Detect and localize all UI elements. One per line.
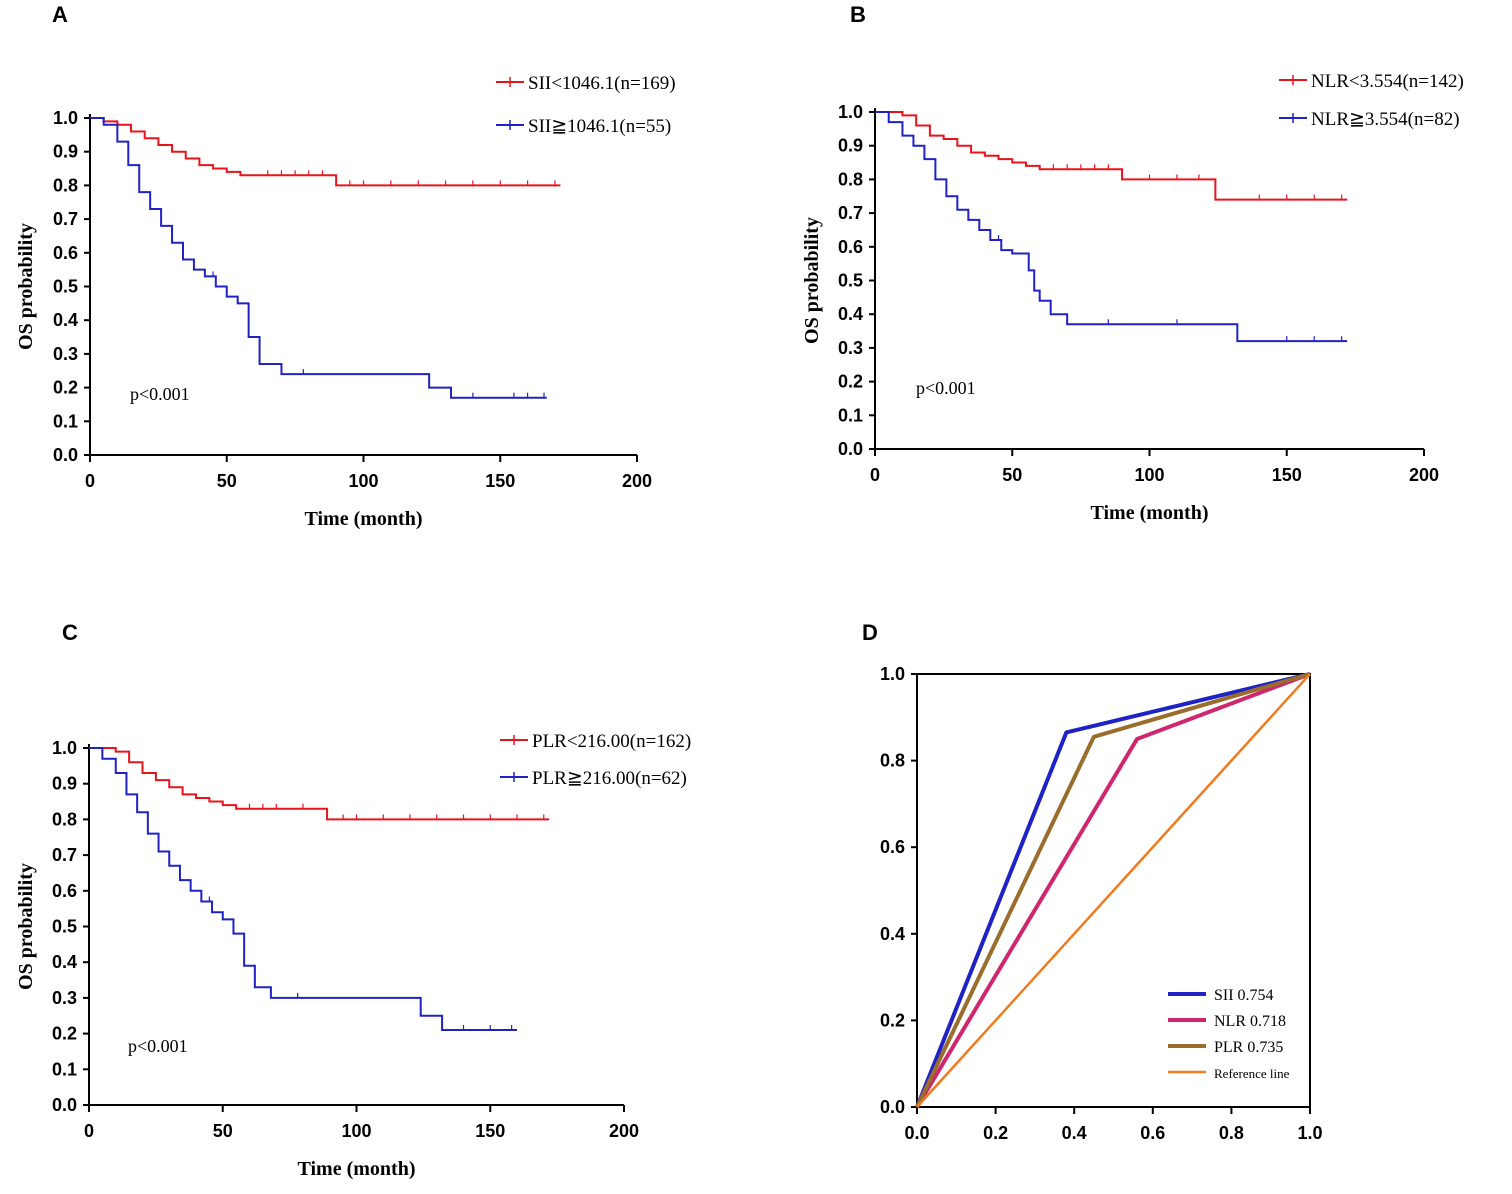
legend-label: Reference line	[1214, 1066, 1290, 1081]
km-curve-high	[90, 117, 547, 399]
y-tick-label: 0.6	[880, 837, 905, 857]
legend-label: NLR 0.718	[1214, 1013, 1286, 1030]
y-tick-label: 0.7	[838, 203, 863, 223]
y-tick-label: 1.0	[838, 102, 863, 122]
panel-d: D 0.0 0.2 0.4 0.6 0.8 1.0 0.0 0.2 0.4 0.6 0.8 1.0 SI…	[862, 620, 1323, 1143]
y-tick-label: 0.8	[52, 809, 77, 829]
y-tick-label: 0.5	[838, 271, 863, 291]
y-tick-label: 0.9	[52, 774, 77, 794]
y-tick-label: 0.3	[838, 338, 863, 358]
km-curve-low	[89, 747, 550, 821]
y-tick-label: 0.4	[52, 952, 77, 972]
x-tick-label: 0.6	[1140, 1123, 1165, 1143]
roc-curve-plr	[915, 672, 1311, 1108]
x-tick-label: 150	[475, 1121, 505, 1141]
y-tick-label: 0.4	[880, 924, 905, 944]
y-tick-label: 0.4	[53, 310, 78, 330]
legend-label: SII<1046.1(n=169)	[528, 73, 676, 94]
x-tick-label: 200	[1409, 465, 1439, 485]
x-tick-label: 100	[1134, 465, 1164, 485]
y-axis-title: OS probability	[15, 223, 37, 350]
y-tick-label: 0.1	[53, 411, 78, 431]
y-axis-title: OS probability	[15, 863, 37, 990]
y-tick-label: 0.7	[52, 845, 77, 865]
panel-d-letter: D	[862, 620, 878, 645]
roc-curve-reference	[916, 673, 1311, 1108]
y-tick-label: 1.0	[52, 738, 77, 758]
p-value-annotation: p<0.001	[128, 1036, 188, 1056]
legend-label: NLR≧3.554(n=82)	[1311, 109, 1460, 130]
y-tick-label: 0.5	[52, 917, 77, 937]
y-tick-label: 0.9	[838, 136, 863, 156]
p-value-annotation: p<0.001	[916, 378, 976, 398]
y-tick-label: 0.8	[880, 751, 905, 771]
x-tick-label: 0	[85, 471, 95, 491]
x-tick-label: 50	[213, 1121, 233, 1141]
y-tick-label: 0.0	[52, 1095, 77, 1115]
legend-label: PLR≧216.00(n=62)	[532, 768, 687, 789]
panel-a: A 0.0 0.1 0.2 0.3 0.4 0.5 0.6 0.7 0.8 0.9 1.0 0 50 10…	[15, 2, 676, 530]
y-tick-label: 0.2	[52, 1024, 77, 1044]
x-tick-label: 0.0	[904, 1123, 929, 1143]
x-tick-label: 1.0	[1297, 1123, 1322, 1143]
y-tick-label: 0.8	[53, 175, 78, 195]
x-axis-title: Time (month)	[298, 1158, 416, 1180]
roc-curve-nlr	[915, 672, 1311, 1109]
x-tick-label: 0.2	[983, 1123, 1008, 1143]
x-tick-label: 200	[622, 471, 652, 491]
y-tick-label: 0.0	[880, 1097, 905, 1117]
y-tick-label: 1.0	[880, 664, 905, 684]
y-tick-label: 0.7	[53, 209, 78, 229]
y-tick-label: 0.4	[838, 304, 863, 324]
x-tick-label: 150	[485, 471, 515, 491]
y-tick-label: 0.2	[53, 378, 78, 398]
y-tick-label: 0.5	[53, 277, 78, 297]
km-curve-high	[89, 747, 517, 1032]
y-tick-label: 0.2	[880, 1010, 905, 1030]
x-tick-label: 50	[1002, 465, 1022, 485]
km-curve-low	[90, 117, 561, 187]
legend-label: SII 0.754	[1214, 987, 1274, 1004]
y-tick-label: 0.3	[53, 344, 78, 364]
x-tick-label: 0.4	[1062, 1123, 1087, 1143]
y-tick-label: 0.9	[53, 142, 78, 162]
x-tick-label: 0	[870, 465, 880, 485]
y-tick-label: 0.6	[52, 881, 77, 901]
y-tick-label: 1.0	[53, 108, 78, 128]
panel-c-letter: C	[62, 620, 78, 645]
x-tick-label: 200	[609, 1121, 639, 1141]
x-tick-label: 100	[348, 471, 378, 491]
y-tick-label: 0.3	[52, 988, 77, 1008]
legend-label: PLR<216.00(n=162)	[532, 731, 691, 752]
x-tick-label: 150	[1272, 465, 1302, 485]
x-axis-title: Time (month)	[305, 508, 423, 530]
y-tick-label: 0.0	[838, 439, 863, 459]
x-tick-label: 100	[341, 1121, 371, 1141]
panel-b: B 0.0 0.1 0.2 0.3 0.4 0.5 0.6 0.7 0.8 0.9 1.0 0 50 10…	[801, 2, 1464, 524]
panel-b-letter: B	[850, 2, 866, 27]
y-tick-label: 0.1	[838, 405, 863, 425]
km-curve-high	[875, 111, 1348, 343]
x-axis-title: Time (month)	[1091, 502, 1209, 524]
legend-label: PLR 0.735	[1214, 1039, 1283, 1056]
y-tick-label: 0.0	[53, 445, 78, 465]
panel-c: C 0.0 0.1 0.2 0.3 0.4 0.5 0.6 0.7 0.8 0.9 1.0 0 50 10…	[15, 620, 691, 1180]
legend-label: SII≧1046.1(n=55)	[528, 116, 671, 137]
x-tick-label: 0.8	[1219, 1123, 1244, 1143]
roc-curve-sii	[915, 672, 1311, 1108]
y-tick-label: 0.2	[838, 372, 863, 392]
p-value-annotation: p<0.001	[130, 384, 190, 404]
x-tick-label: 0	[84, 1121, 94, 1141]
plot-frame	[916, 673, 1311, 1108]
y-tick-label: 0.6	[838, 237, 863, 257]
y-tick-label: 0.8	[838, 169, 863, 189]
legend-label: NLR<3.554(n=142)	[1311, 71, 1464, 92]
y-tick-label: 0.1	[52, 1059, 77, 1079]
y-tick-label: 0.6	[53, 243, 78, 263]
y-axis-title: OS probability	[801, 217, 823, 344]
x-tick-label: 50	[217, 471, 237, 491]
panel-a-letter: A	[52, 2, 68, 27]
